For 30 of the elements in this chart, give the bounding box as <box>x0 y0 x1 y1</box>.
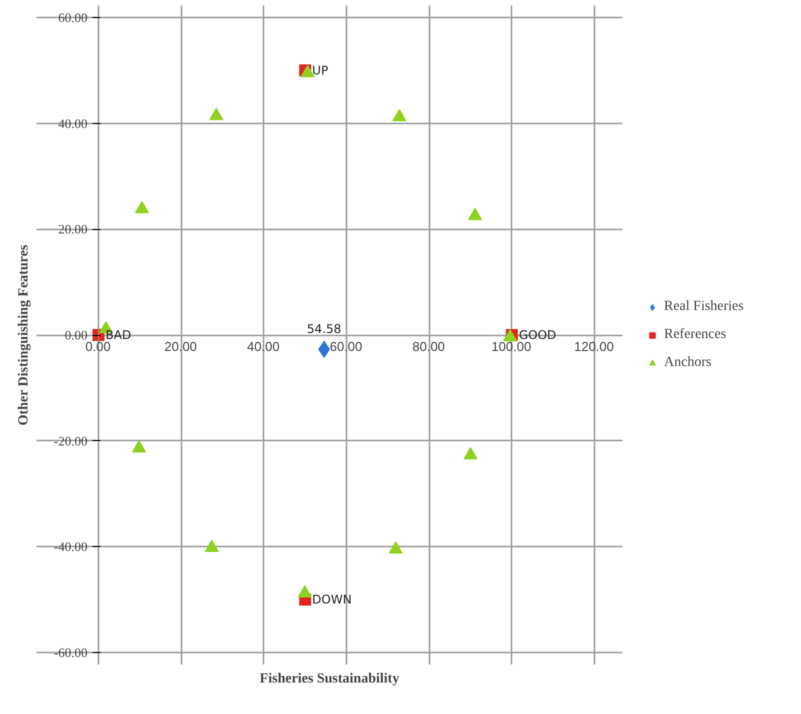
x-tick-label: 60.00 <box>330 338 362 354</box>
y-tick-label: 20.00 <box>58 222 88 237</box>
x-tick-label: 120.00 <box>574 338 614 354</box>
annotation: UP <box>312 63 328 78</box>
point <box>209 108 224 120</box>
point <box>204 540 219 552</box>
annotation: DOWN <box>312 592 352 607</box>
point <box>392 108 406 122</box>
x-axis-title: Fisheries Sustainability <box>260 672 400 686</box>
point <box>298 585 312 598</box>
y-tick-label: 60.00 <box>58 10 88 25</box>
y-tick-label: -60.00 <box>54 645 88 660</box>
x-tick-label: 40.00 <box>247 338 280 354</box>
x-tick-label: 20.00 <box>164 338 197 354</box>
y-tick-label: 40.00 <box>58 116 88 131</box>
point <box>132 440 146 452</box>
annotation: 54.58 <box>306 322 342 336</box>
legend-label: Anchors <box>664 354 712 370</box>
legend-label: References <box>664 326 726 342</box>
point <box>464 447 478 460</box>
y-tick-label: 0.00 <box>64 328 88 342</box>
point <box>388 541 403 554</box>
point <box>468 208 482 220</box>
x-tick-label: 80.00 <box>412 338 445 354</box>
y-axis-title: Other Distinguishing Features <box>16 244 32 426</box>
point <box>134 201 149 214</box>
y-tick-label: -20.00 <box>54 433 88 448</box>
y-tick-label: -40.00 <box>54 539 88 554</box>
point <box>503 329 518 342</box>
legend-label: Real Fisheries <box>664 298 744 314</box>
